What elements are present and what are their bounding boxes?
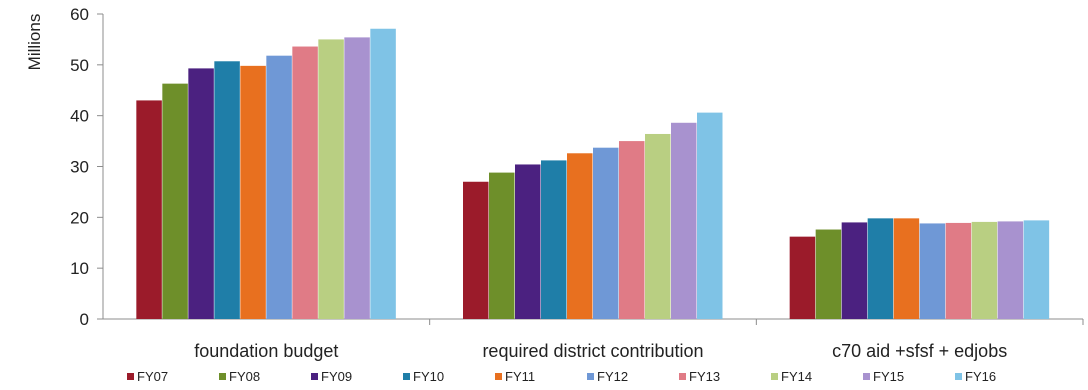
bar-fy14-3: [971, 221, 998, 319]
bar-fy15-2: [671, 122, 697, 320]
bar-fy10-1: [214, 61, 240, 320]
y-tick-label: 50: [70, 56, 89, 75]
legend-swatch-fy07: [127, 373, 134, 380]
bar-fy12-1: [266, 55, 292, 319]
bar-fy10-2: [541, 160, 567, 319]
x-category-label: c70 aid +sfsf + edjobs: [832, 341, 1007, 361]
bar-fy09-3: [841, 222, 868, 319]
y-tick-label: 20: [70, 208, 89, 227]
bar-fy13-3: [945, 222, 972, 319]
legend-swatch-fy14: [771, 373, 778, 380]
legend-swatch-fy10: [403, 373, 410, 380]
y-axis-title: Millions: [25, 14, 44, 71]
legend-label-fy14: FY14: [781, 369, 812, 384]
legend-swatch-fy09: [311, 373, 318, 380]
bar-fy07-2: [463, 181, 489, 319]
bar-fy08-3: [815, 229, 842, 319]
bar-fy16-2: [697, 112, 723, 319]
bar-fy07-3: [789, 236, 816, 319]
legend-label-fy11: FY11: [505, 369, 535, 384]
bar-fy07-1: [136, 100, 162, 320]
bar-fy11-3: [893, 218, 920, 319]
y-tick-label: 0: [80, 310, 89, 329]
bar-fy12-2: [593, 147, 619, 319]
legend-label-fy13: FY13: [689, 369, 720, 384]
legend-label-fy16: FY16: [965, 369, 996, 384]
bar-fy08-2: [489, 172, 515, 319]
legend-label-fy15: FY15: [873, 369, 904, 384]
bar-fy15-3: [997, 221, 1024, 319]
bar-fy13-2: [619, 141, 645, 319]
bar-fy09-1: [188, 68, 214, 320]
bar-fy16-3: [1023, 220, 1050, 319]
legend-swatch-fy13: [679, 373, 686, 380]
legend-swatch-fy11: [495, 373, 502, 380]
bar-fy08-1: [162, 83, 188, 320]
bar-fy16-1: [370, 28, 396, 319]
legend-label-fy10: FY10: [413, 369, 444, 384]
y-tick-label: 30: [70, 158, 89, 177]
x-category-label: foundation budget: [194, 341, 338, 361]
bar-fy10-3: [867, 218, 894, 319]
legend-label-fy09: FY09: [321, 369, 352, 384]
bar-fy12-3: [919, 223, 946, 319]
y-tick-label: 60: [70, 5, 89, 24]
legend-swatch-fy08: [219, 373, 226, 380]
legend-label-fy08: FY08: [229, 369, 260, 384]
y-tick-label: 40: [70, 107, 89, 126]
legend-swatch-fy12: [587, 373, 594, 380]
bar-fy15-1: [344, 37, 370, 320]
legend-swatch-fy16: [955, 373, 962, 380]
bar-fy13-1: [292, 46, 318, 320]
x-category-label: required district contribution: [482, 341, 703, 361]
legend-label-fy07: FY07: [137, 369, 168, 384]
y-tick-label: 10: [70, 259, 89, 278]
bar-fy09-2: [515, 164, 541, 319]
bar-fy14-2: [645, 133, 671, 319]
legend-swatch-fy15: [863, 373, 870, 380]
bar-fy14-1: [318, 39, 344, 320]
legend-label-fy12: FY12: [597, 369, 628, 384]
bar-fy11-1: [240, 65, 266, 319]
bar-fy11-2: [567, 153, 593, 319]
